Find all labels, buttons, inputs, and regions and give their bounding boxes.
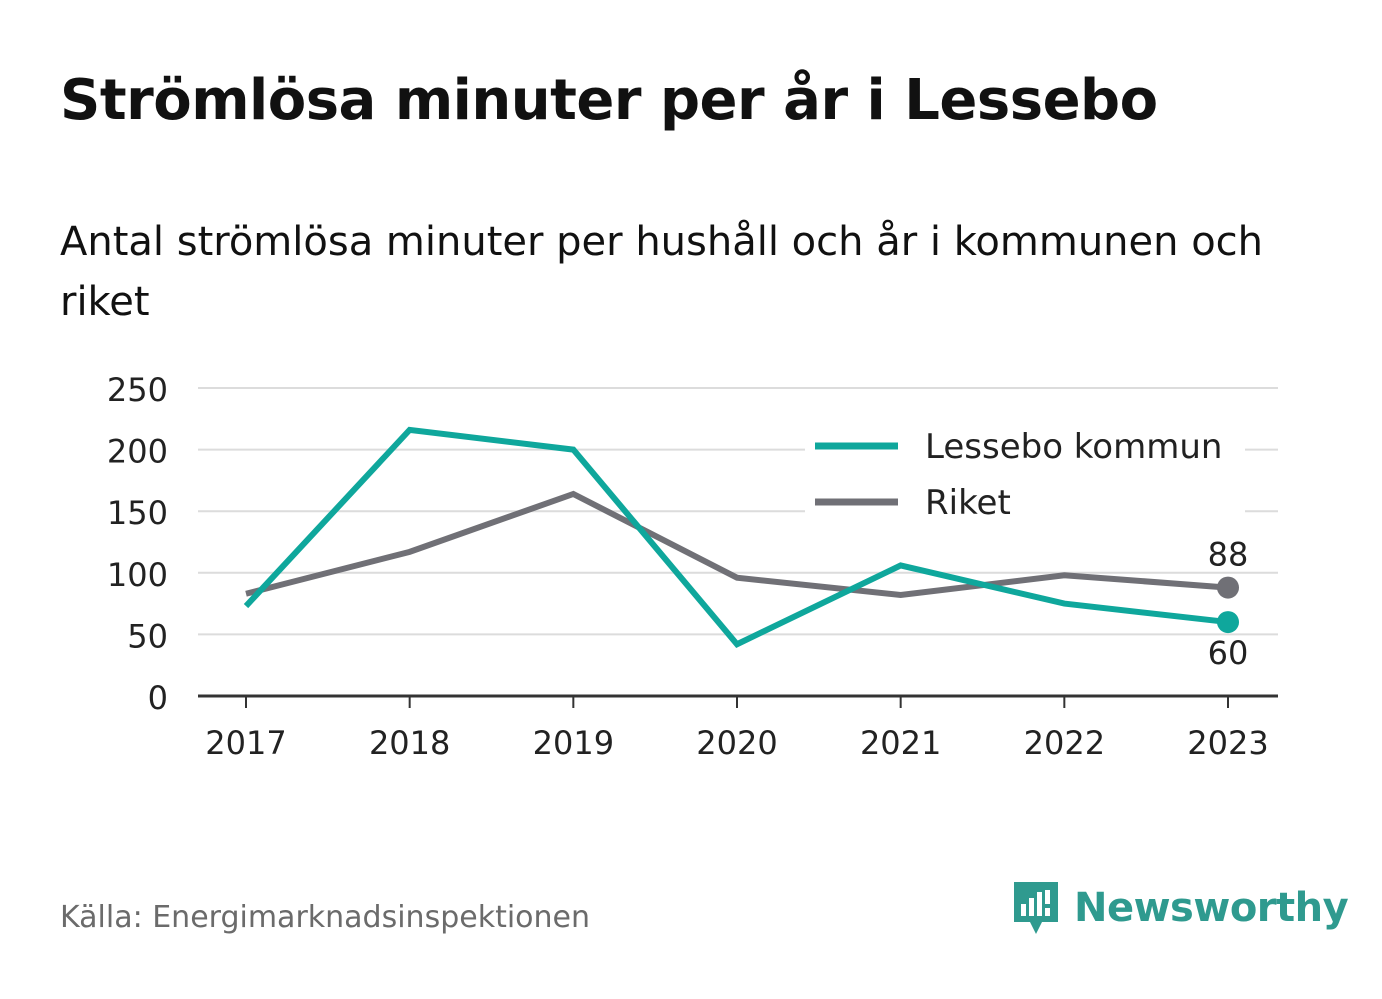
chart-title: Strömlösa minuter per år i Lessebo [60,68,1158,133]
y-tick-label: 0 [148,679,168,717]
brand-name: Newsworthy [1074,885,1349,931]
x-tick-label: 2018 [369,724,450,762]
x-axis: 2017 2018 2019 2020 2021 2022 2023 [198,694,1278,762]
x-tick-label: 2022 [1024,724,1105,762]
y-tick-label: 250 [107,371,168,409]
x-tick-label: 2023 [1187,724,1268,762]
y-axis-ticks: 0 50 100 150 200 250 [107,371,168,717]
end-value-label: 60 [1208,634,1249,672]
y-tick-label: 50 [127,617,168,655]
legend: Lessebo kommun Riket [805,420,1245,523]
x-tick-label: 2019 [533,724,614,762]
series-lines [243,426,1239,648]
x-tick-label: 2020 [696,724,777,762]
brand-logo: Newsworthy [1010,878,1349,938]
legend-label: Lessebo kommun [925,427,1222,467]
series-end-point [1217,611,1239,634]
newsworthy-logo-icon [1014,882,1058,934]
chart-subtitle: Antal strömlösa minuter per hushåll och … [60,219,1264,325]
y-tick-label: 200 [107,433,168,471]
x-tick-label: 2021 [860,724,941,762]
end-value-label: 88 [1208,536,1249,574]
series-line [243,426,1229,648]
y-tick-label: 100 [107,556,168,594]
y-tick-label: 150 [107,494,168,532]
source-note: Källa: Energimarknadsinspektionen [60,900,591,935]
series-line [245,490,1229,598]
legend-label: Riket [925,483,1011,523]
x-tick-label: 2017 [205,724,286,762]
end-labels: 60 88 [1208,536,1249,672]
series-end-point [1217,576,1239,599]
